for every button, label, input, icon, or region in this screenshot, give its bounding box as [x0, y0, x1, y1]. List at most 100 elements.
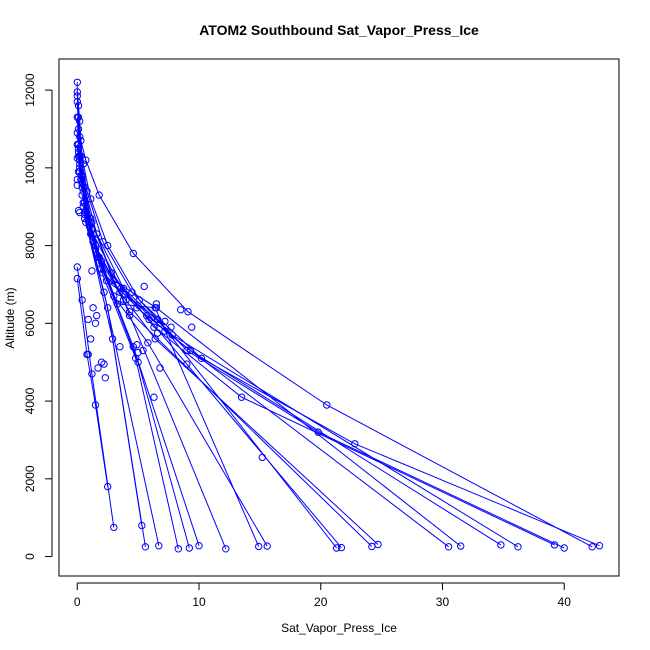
data-point [156, 364, 164, 372]
data-point [79, 203, 88, 211]
data-point [184, 308, 192, 316]
data-point [150, 393, 158, 401]
series-22 [73, 263, 118, 532]
data-point [197, 354, 206, 362]
series-4 [73, 113, 559, 549]
data-point [560, 544, 568, 552]
data-point [122, 296, 130, 304]
data-point [73, 274, 82, 283]
data-point [145, 315, 153, 324]
data-point [263, 542, 271, 550]
y-tick-label: 12000 [23, 73, 37, 107]
x-tick-label: 0 [74, 595, 81, 609]
series-line [82, 202, 190, 549]
data-point [73, 92, 82, 100]
series-line [80, 179, 260, 547]
data-point [95, 191, 103, 199]
y-tick-label: 4000 [23, 387, 37, 414]
data-point [73, 129, 82, 137]
data-point [91, 319, 100, 327]
data-point [73, 88, 82, 96]
data-point [73, 98, 82, 106]
data-point [80, 210, 89, 219]
data-point [183, 360, 191, 368]
data-point [89, 304, 97, 312]
data-point [457, 542, 465, 550]
data-point [78, 183, 86, 192]
x-axis-label: Sat_Vapor_Press_Ice [281, 621, 397, 635]
data-point [94, 364, 102, 372]
data-point [156, 319, 164, 327]
series-10 [76, 156, 376, 551]
x-tick-label: 20 [314, 595, 328, 609]
chart-title: ATOM2 Southbound Sat_Vapor_Press_Ice [199, 22, 479, 38]
data-point [76, 156, 84, 164]
data-point [368, 542, 376, 551]
data-point [74, 168, 83, 176]
data-point [73, 263, 82, 271]
x-tick-label: 10 [192, 595, 206, 609]
data-point [77, 175, 85, 184]
series-11 [76, 160, 346, 552]
data-point [116, 343, 124, 351]
data-point [138, 521, 146, 530]
data-point [152, 300, 161, 308]
series-line [78, 156, 379, 545]
data-point [73, 78, 82, 87]
data-point [139, 346, 147, 355]
data-point [82, 218, 90, 227]
data-point [73, 175, 82, 184]
data-point [161, 317, 169, 326]
data-point [153, 315, 162, 324]
series-21 [82, 218, 146, 530]
data-point [73, 154, 82, 162]
series-layer [73, 78, 604, 553]
y-tick-label: 2000 [23, 465, 37, 492]
data-point [161, 327, 169, 335]
data-point [153, 329, 162, 337]
data-point [101, 374, 110, 382]
data-point [177, 306, 185, 314]
data-point [133, 341, 141, 349]
data-point [110, 523, 118, 532]
data-point [91, 401, 100, 409]
data-point [143, 311, 151, 320]
data-point [74, 206, 83, 215]
series-line [81, 187, 227, 549]
series-line [82, 206, 179, 549]
y-tick-label: 6000 [23, 310, 37, 337]
data-point [97, 358, 106, 366]
series-line [76, 82, 593, 548]
extra-points [73, 154, 266, 462]
data-point [119, 296, 128, 304]
data-point [78, 191, 86, 199]
data-point [174, 545, 183, 553]
plot-area [58, 58, 620, 577]
data-point [73, 181, 82, 190]
data-point [74, 125, 83, 133]
series-5 [73, 129, 522, 551]
data-point [588, 543, 596, 551]
data-point [76, 208, 84, 217]
y-axis: 0 2000 4000 6000 8000 10000 12000 [23, 73, 53, 560]
series-17 [79, 199, 194, 552]
data-point [88, 370, 96, 378]
series-line [79, 163, 342, 548]
data-point [140, 282, 148, 291]
data-point [128, 288, 136, 296]
x-tick-label: 30 [436, 595, 450, 609]
data-point [188, 323, 196, 331]
data-point [73, 113, 82, 122]
data-point [258, 453, 266, 462]
data-point [186, 346, 195, 355]
data-point [80, 214, 89, 223]
data-point [150, 323, 158, 331]
data-point [514, 543, 522, 551]
series-line [76, 101, 565, 549]
series-1 [73, 78, 596, 551]
data-point [550, 541, 559, 549]
data-point [84, 315, 92, 324]
data-point [76, 117, 84, 125]
data-point [104, 304, 112, 312]
data-point [185, 544, 194, 552]
